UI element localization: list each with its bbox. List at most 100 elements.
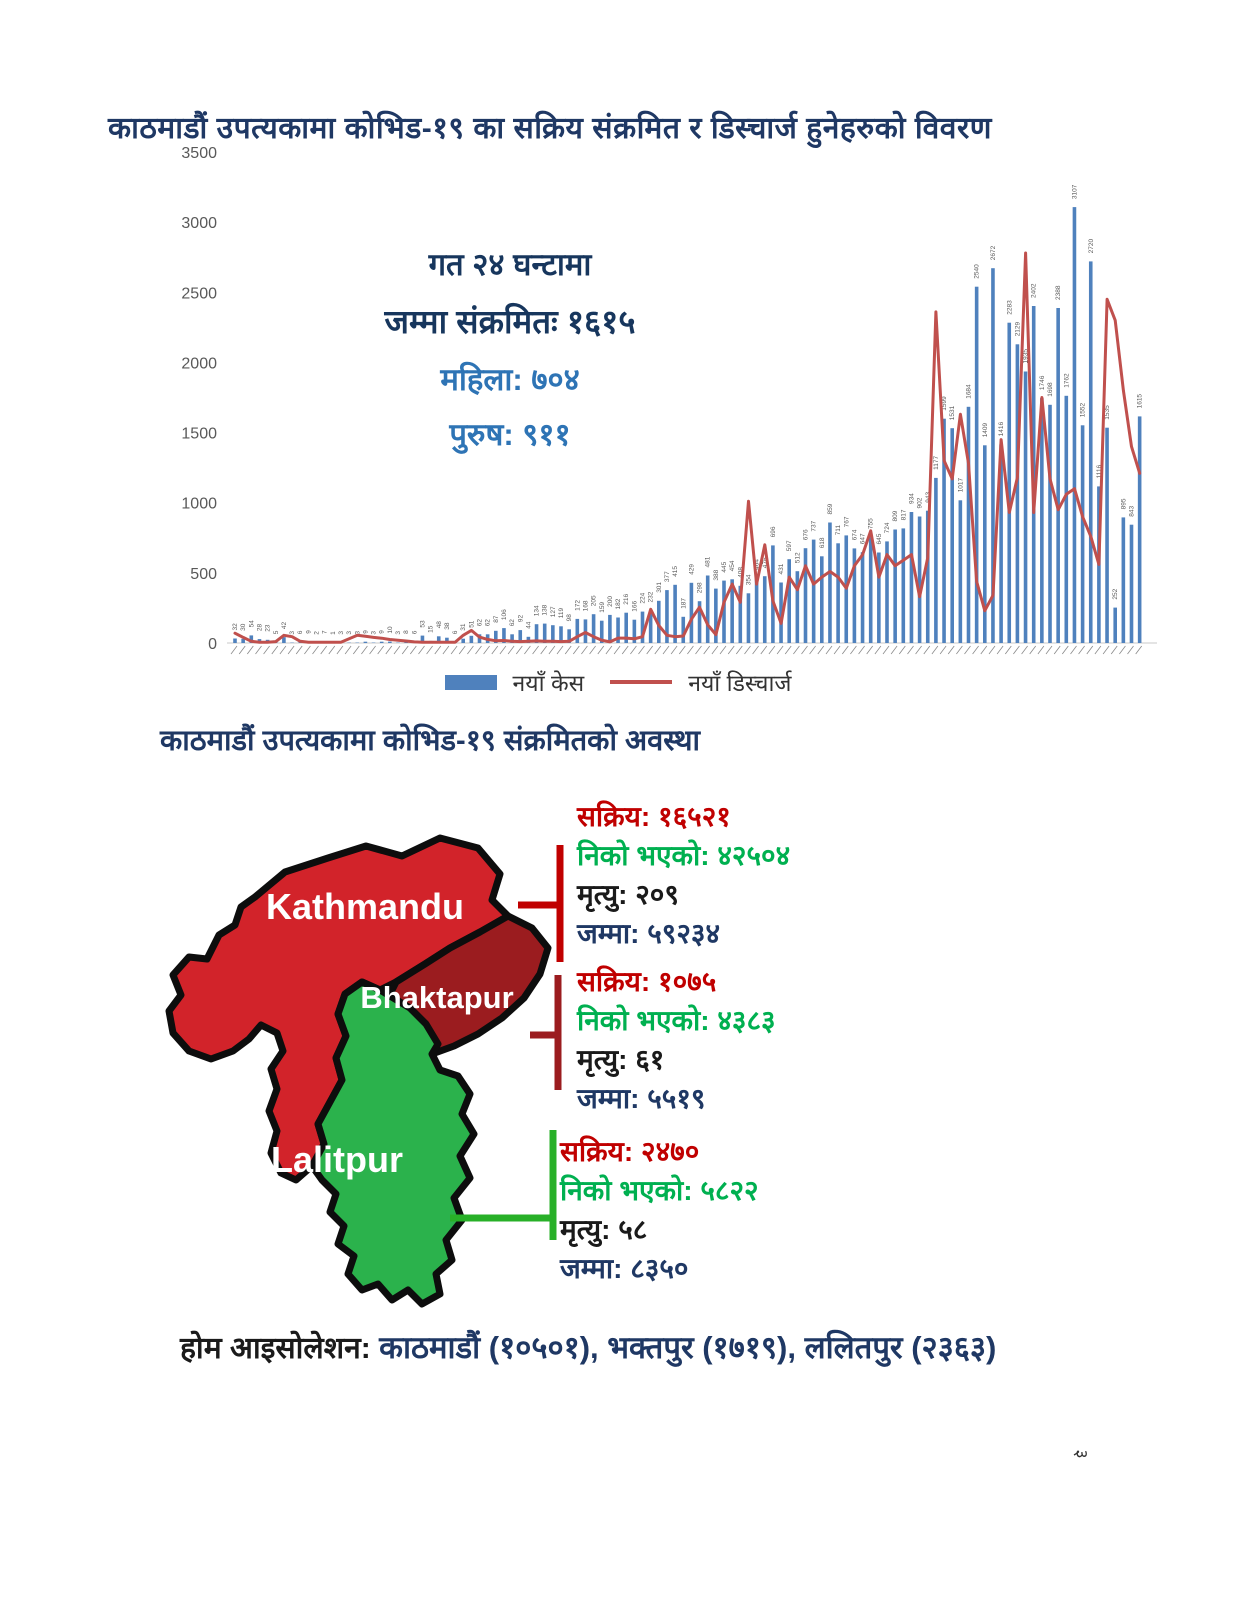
bar-value-label: 92: [517, 614, 524, 622]
x-axis-tick: [336, 645, 344, 655]
bar-value-label: 645: [876, 533, 883, 544]
bar-value-label: 431: [778, 563, 785, 574]
bar-value-label: 224: [640, 592, 647, 603]
bar-value-label: 737: [811, 520, 818, 531]
x-axis-tick: [988, 645, 996, 655]
x-axis-tick: [1094, 645, 1102, 655]
x-axis-tick: [825, 645, 833, 655]
x-axis-tick: [483, 645, 490, 655]
bar-new-cases: [559, 626, 563, 643]
bar-new-cases: [925, 510, 930, 643]
x-axis-tick: [393, 645, 401, 655]
bar-value-label: 28: [257, 623, 264, 631]
bar-new-cases: [591, 614, 596, 643]
bar-value-label: 354: [746, 574, 753, 585]
bar-value-label: 711: [835, 525, 842, 536]
x-axis-tick: [850, 645, 857, 655]
kathmandu-valley-map: Kathmandu Bhaktapur Lalitpur: [165, 834, 564, 1308]
x-axis-tick: [385, 645, 393, 655]
x-axis-tick: [320, 645, 328, 655]
bar-value-label: 696: [770, 526, 777, 537]
bar-value-label: 481: [705, 556, 712, 567]
x-axis-tick: [1053, 645, 1061, 655]
x-axis-tick: [1110, 645, 1118, 655]
bar-value-label: 817: [900, 509, 907, 520]
bar-new-cases: [1088, 261, 1093, 643]
x-axis-tick: [287, 645, 295, 655]
bar-value-label: 429: [688, 564, 695, 575]
chart-legend: नयाँ केस नयाँ डिस्चार्ज: [0, 666, 1236, 698]
x-axis-tick: [401, 645, 409, 655]
bar-value-label: 859: [827, 503, 834, 514]
bar-value-label: 1177: [933, 456, 940, 470]
bar-value-label: 1684: [966, 384, 973, 399]
bar-value-label: 1116: [1096, 465, 1103, 479]
bar-new-cases: [787, 559, 791, 643]
bar-value-label: 1762: [1063, 373, 1070, 388]
bar-value-label: 1698: [1047, 382, 1054, 397]
x-axis-tick: [230, 645, 238, 655]
x-axis-tick: [1135, 645, 1143, 655]
bar-new-cases: [942, 418, 946, 643]
x-axis-tick: [784, 645, 792, 655]
lalitpur-callout-line: [450, 1130, 557, 1240]
bar-value-label: 2129: [1014, 321, 1021, 336]
x-axis-tick: [475, 645, 482, 655]
x-axis-tick: [956, 645, 963, 655]
bar-new-cases: [730, 579, 734, 643]
bar-value-label: 42: [281, 621, 288, 629]
x-axis-tick: [833, 645, 841, 655]
bar-new-cases: [999, 444, 1003, 643]
x-axis-tick: [467, 645, 474, 655]
x-axis-tick: [907, 645, 914, 655]
x-axis-tick: [964, 645, 971, 655]
x-axis-tick: [263, 645, 270, 655]
page-number: ३: [1071, 1449, 1092, 1459]
bar-new-cases: [616, 617, 620, 643]
bar-new-cases: [575, 618, 580, 643]
bar-value-label: 106: [501, 609, 508, 620]
bar-new-cases: [811, 539, 816, 643]
bar-value-label: 597: [786, 540, 793, 551]
x-axis-tick: [866, 645, 874, 655]
bar-value-label: 127: [550, 606, 557, 617]
bar-value-label: 1599: [941, 396, 948, 411]
x-axis-tick: [418, 645, 425, 655]
bar-value-label: 1746: [1039, 375, 1046, 390]
x-axis-tick: [727, 645, 735, 655]
bar-value-label: 3: [346, 631, 353, 635]
bar-value-label: 1935: [1023, 349, 1030, 364]
x-axis-tick: [1037, 645, 1045, 655]
bar-new-cases: [868, 537, 873, 643]
x-axis-tick: [1045, 645, 1053, 655]
bar-new-cases: [1048, 404, 1052, 643]
bar-value-label: 476: [762, 557, 769, 568]
bar-new-cases: [1080, 425, 1085, 643]
bar-new-cases: [241, 638, 245, 643]
bar-value-label: 1017: [957, 477, 964, 492]
x-axis-tick: [328, 645, 336, 655]
bar-new-cases: [917, 516, 922, 643]
bar-value-label: 1531: [949, 405, 956, 420]
x-axis-tick: [687, 645, 694, 655]
bar-value-label: 205: [591, 595, 598, 606]
bar-value-label: 15: [428, 625, 435, 633]
x-axis-tick: [1102, 645, 1110, 655]
bar-new-cases: [648, 610, 653, 643]
bar-new-cases: [534, 624, 539, 643]
x-axis-tick: [279, 645, 287, 655]
bar-value-label: 767: [843, 516, 850, 527]
bar-value-label: 168: [582, 600, 589, 611]
x-axis-tick: [703, 645, 711, 655]
bar-new-cases: [551, 625, 555, 643]
bar-value-label: 9: [305, 630, 312, 634]
bar-value-label: 1409: [982, 422, 989, 437]
x-axis-tick: [409, 645, 417, 655]
x-axis-tick: [621, 645, 629, 655]
x-axis-tick: [344, 645, 352, 655]
bar-value-label: 2283: [1006, 300, 1013, 315]
bar-new-cases: [1023, 371, 1028, 643]
bar-value-label: 53: [420, 620, 427, 628]
x-axis-tick: [809, 645, 816, 655]
